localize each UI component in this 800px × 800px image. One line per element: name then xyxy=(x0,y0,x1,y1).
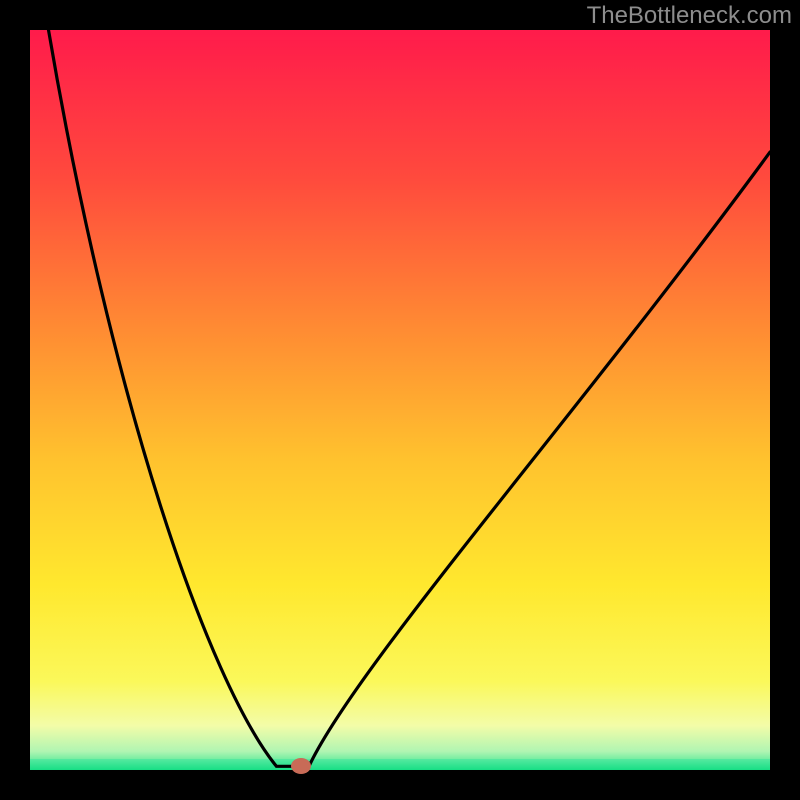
plot-green-strip xyxy=(30,759,770,770)
chart-stage: TheBottleneck.com xyxy=(0,0,800,800)
watermark-text: TheBottleneck.com xyxy=(587,2,792,30)
plot-border-bottom xyxy=(0,770,800,800)
plot-background-gradient xyxy=(30,30,770,770)
trough-marker xyxy=(291,758,311,774)
plot-border-right xyxy=(770,0,800,800)
plot-border-left xyxy=(0,0,30,800)
